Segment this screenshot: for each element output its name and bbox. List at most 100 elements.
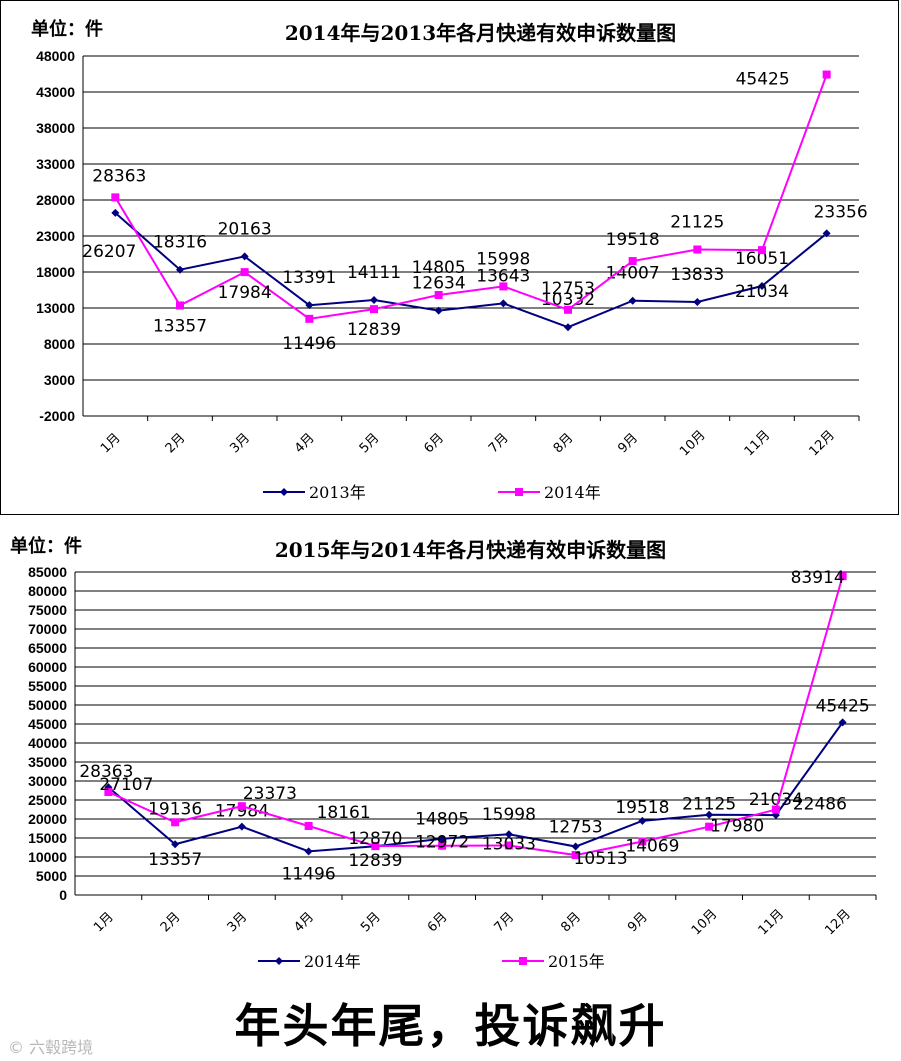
data-point-2014年 (171, 840, 180, 849)
y-tick-label: 80000 (28, 583, 67, 599)
legend-entry: 2014年 (544, 483, 601, 502)
chart-title: 2015年与2014年各月快递有效申诉数量图 (274, 538, 667, 562)
data-point-2014年 (758, 246, 766, 255)
data-point-2013年 (628, 296, 637, 305)
legend-marker-2014年 (275, 957, 283, 965)
data-label: 83914 (791, 568, 845, 588)
data-label: 13833 (670, 265, 724, 285)
data-label: 11496 (282, 334, 336, 354)
y-tick-label: 40000 (28, 735, 67, 751)
data-label: 15998 (476, 249, 530, 269)
line-chart-2015-vs-2014: 8500080000750007000065000600005500050000… (28, 564, 877, 971)
data-point-2013年 (564, 323, 572, 332)
y-tick-label: 3000 (44, 372, 75, 388)
data-point-2013年 (758, 282, 766, 291)
series-line-2013年 (114, 212, 828, 329)
x-tick-label: 11月 (756, 907, 787, 938)
data-label: 17980 (710, 817, 764, 837)
y-tick-label: 38000 (36, 120, 75, 136)
y-tick-label: 20000 (28, 811, 67, 827)
data-point-2014年 (504, 830, 513, 839)
data-label: 17984 (215, 802, 269, 822)
y-tick-label: 30000 (28, 773, 67, 789)
y-tick-label: 0 (59, 887, 67, 903)
data-point-2014年 (705, 810, 714, 819)
y-tick-label: -2000 (39, 408, 75, 424)
y-tick-label: 10000 (28, 849, 67, 865)
data-label: 13643 (476, 266, 530, 286)
data-point-2013年 (111, 208, 120, 217)
unit-label: 单位：件 (10, 536, 82, 557)
series-line-2014年 (114, 74, 828, 320)
data-point-2013年 (434, 306, 443, 315)
data-point-2014年 (434, 291, 443, 300)
y-tick-label: 18000 (36, 264, 75, 280)
data-label: 12870 (348, 829, 402, 849)
data-point-2014年 (499, 282, 508, 291)
legend-marker-2014年 (515, 488, 523, 496)
legend-entry: 2014年 (304, 952, 361, 971)
x-tick-label: 6月 (425, 910, 451, 936)
data-point-2013年 (499, 299, 508, 308)
data-label: 23356 (814, 202, 868, 222)
legend-marker-2015年 (519, 957, 527, 965)
y-tick-label: 33000 (36, 156, 75, 172)
data-label: 12634 (412, 274, 466, 294)
x-tick-label: 9月 (625, 910, 651, 936)
data-label: 12753 (549, 818, 603, 838)
data-label: 45425 (736, 70, 790, 90)
data-label: 12972 (415, 833, 469, 853)
x-tick-label: 8月 (558, 910, 584, 936)
x-tick-label: 1月 (98, 431, 124, 457)
data-point-2014年 (370, 305, 378, 314)
legend-marker-2013年 (280, 488, 288, 496)
data-label: 23373 (243, 784, 297, 804)
data-label: 15998 (482, 805, 536, 825)
x-tick-label: 6月 (421, 431, 447, 457)
chart-title: 2014年与2013年各月快递有效申诉数量图 (284, 21, 677, 45)
data-point-2015年 (638, 837, 647, 846)
x-tick-label: 2月 (158, 910, 184, 936)
data-point-2013年 (693, 298, 702, 307)
chart-panel-2014-vs-2013: 单位：件 2014年与2013年各月快递有效申诉数量图 48000 43000 38… (0, 0, 899, 515)
data-label: 19136 (148, 799, 202, 819)
data-point-2014年 (838, 718, 847, 727)
data-label: 13033 (482, 834, 536, 854)
data-point-2015年 (371, 842, 380, 851)
data-label: 28363 (79, 762, 133, 782)
data-label: 28363 (92, 166, 146, 186)
data-point-2014年 (571, 842, 580, 851)
x-tick-label: 3月 (227, 431, 253, 457)
data-label: 12839 (347, 320, 401, 340)
x-tick-label: 9月 (615, 431, 641, 457)
x-tick-label: 12月 (806, 428, 837, 459)
legend-entry: 2015年 (548, 952, 605, 971)
data-label: 22486 (793, 795, 847, 815)
data-point-2015年 (104, 787, 113, 796)
data-label: 13357 (153, 316, 207, 336)
data-point-2015年 (771, 805, 780, 814)
data-point-2015年 (504, 841, 513, 850)
data-label: 14111 (347, 263, 401, 283)
data-point-2014年 (822, 70, 831, 79)
data-label: 14805 (415, 810, 469, 830)
x-tick-label: 4月 (292, 431, 318, 457)
data-point-2014年 (638, 816, 647, 825)
x-tick-label: 3月 (225, 910, 251, 936)
data-label: 27107 (99, 775, 153, 795)
x-tick-label: 4月 (291, 910, 317, 936)
data-point-2015年 (705, 822, 714, 831)
data-point-2015年 (571, 851, 580, 860)
x-tick-label: 8月 (551, 431, 577, 457)
x-tick-label: 7月 (486, 431, 512, 457)
y-tick-label: 75000 (28, 602, 67, 618)
data-point-2015年 (304, 821, 313, 830)
y-tick-label: 23000 (36, 228, 75, 244)
data-label: 21034 (735, 282, 789, 302)
data-point-2013年 (370, 296, 378, 305)
data-label: 20163 (218, 219, 272, 239)
y-tick-label: 13000 (36, 300, 75, 316)
x-tick-label: 5月 (357, 431, 383, 457)
data-label: 14069 (625, 837, 679, 857)
chart-panel-2015-vs-2014: 单位：件 2015年与2014年各月快递有效申诉数量图 85000 80000 75… (0, 518, 901, 978)
